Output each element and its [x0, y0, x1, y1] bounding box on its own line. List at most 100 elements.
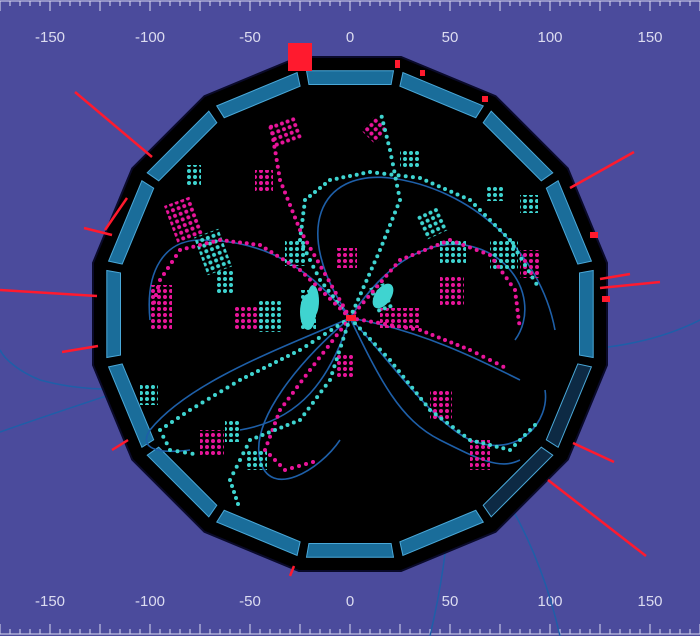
- hit-dot: [158, 278, 162, 282]
- hit-dot: [219, 389, 224, 394]
- hit-dot: [268, 363, 272, 367]
- bottom-scale: -150 -100 -50 0 50 100 150: [0, 593, 700, 635]
- hit-dot: [330, 339, 335, 344]
- hit-dot: [516, 314, 521, 319]
- hit-dot: [231, 381, 236, 386]
- hit-dot: [298, 418, 302, 422]
- hit-dot: [401, 374, 406, 379]
- hit-dot: [304, 462, 308, 466]
- hit-dot: [375, 284, 380, 289]
- hit-dot: [410, 175, 415, 180]
- hit-dot: [176, 416, 180, 420]
- hit-dot: [301, 244, 306, 249]
- hit-dot: [396, 369, 401, 374]
- hit-dot: [330, 371, 335, 376]
- hit-dot: [274, 360, 278, 364]
- hit-dot: [283, 468, 287, 472]
- detector-module: [482, 446, 554, 518]
- hit-dot: [299, 379, 304, 384]
- energy-block: [395, 60, 400, 68]
- hit-dot: [449, 189, 454, 194]
- hit-dot: [175, 449, 180, 454]
- hit-dot: [443, 187, 447, 191]
- hit-dot: [384, 134, 389, 139]
- hit-dot: [263, 448, 267, 452]
- hit-dot: [276, 171, 281, 176]
- hit-dot: [364, 278, 369, 283]
- hit-dot: [493, 223, 497, 227]
- hit-dot: [332, 364, 337, 369]
- calo-hit: [440, 275, 464, 305]
- track-line: [349, 317, 521, 465]
- hit-dot: [170, 260, 174, 264]
- hit-dot: [373, 342, 377, 347]
- tracker-hit: [372, 283, 394, 309]
- hit-dot: [386, 141, 391, 146]
- hit-dot: [301, 234, 306, 239]
- hit-dot: [275, 253, 280, 258]
- calo-hit: [335, 355, 355, 377]
- hit-dot: [393, 176, 398, 181]
- energy-line: [111, 438, 129, 452]
- hit-dot: [224, 238, 229, 243]
- detector-module: [215, 509, 301, 557]
- detector-module: [106, 269, 121, 359]
- tracker-hit: [257, 300, 283, 332]
- hit-dot: [419, 396, 424, 401]
- top-tick-label: -150: [35, 29, 65, 46]
- hit-dot: [337, 297, 342, 302]
- hit-dot: [429, 245, 434, 250]
- hit-dot: [328, 178, 332, 182]
- hit-dot: [234, 464, 239, 469]
- hit-dot: [436, 184, 441, 189]
- hit-dot: [530, 275, 535, 280]
- hit-dot: [190, 451, 195, 456]
- hit-dot: [285, 196, 290, 201]
- hit-dot: [244, 375, 248, 379]
- hit-dot: [290, 390, 295, 395]
- hit-dot: [310, 400, 315, 405]
- hit-dot: [168, 448, 172, 452]
- top-tick-label: 0: [346, 29, 354, 46]
- hit-dot: [315, 395, 320, 400]
- hit-dot: [369, 266, 374, 271]
- hit-dot: [258, 243, 262, 247]
- hit-dot: [380, 241, 385, 246]
- hit-dot: [361, 300, 366, 305]
- track-line: [145, 317, 351, 453]
- hit-dot: [170, 420, 174, 424]
- hit-dot: [316, 336, 321, 340]
- hit-dot: [292, 264, 297, 269]
- hit-dot: [513, 443, 517, 447]
- hit-dot: [273, 421, 277, 426]
- hit-dot: [354, 172, 359, 177]
- hit-dot: [194, 404, 199, 409]
- hit-dot: [306, 406, 311, 411]
- hit-dot: [282, 402, 287, 407]
- hit-dot: [218, 238, 222, 242]
- hit-dot: [339, 327, 344, 332]
- hit-dot: [275, 164, 280, 169]
- hit-dot: [462, 433, 467, 438]
- hit-dot: [492, 258, 497, 263]
- tracker-hit: [415, 206, 449, 240]
- hit-dot: [449, 340, 454, 345]
- hit-dot: [468, 438, 472, 442]
- hit-dot: [508, 448, 512, 452]
- hit-dot: [274, 158, 279, 162]
- hit-dot: [341, 336, 346, 341]
- hit-dot: [397, 324, 401, 329]
- hit-dot: [333, 301, 337, 306]
- hit-dot: [498, 228, 502, 232]
- hit-dot: [350, 309, 355, 314]
- hit-dot: [478, 208, 482, 212]
- hit-dot: [314, 271, 319, 276]
- hit-dot: [236, 502, 240, 506]
- hit-dot: [439, 416, 444, 421]
- hit-dot: [158, 428, 162, 432]
- hit-dot: [152, 300, 156, 305]
- hit-dot: [251, 242, 256, 247]
- hit-dot: [198, 243, 202, 247]
- hit-dot: [468, 198, 472, 202]
